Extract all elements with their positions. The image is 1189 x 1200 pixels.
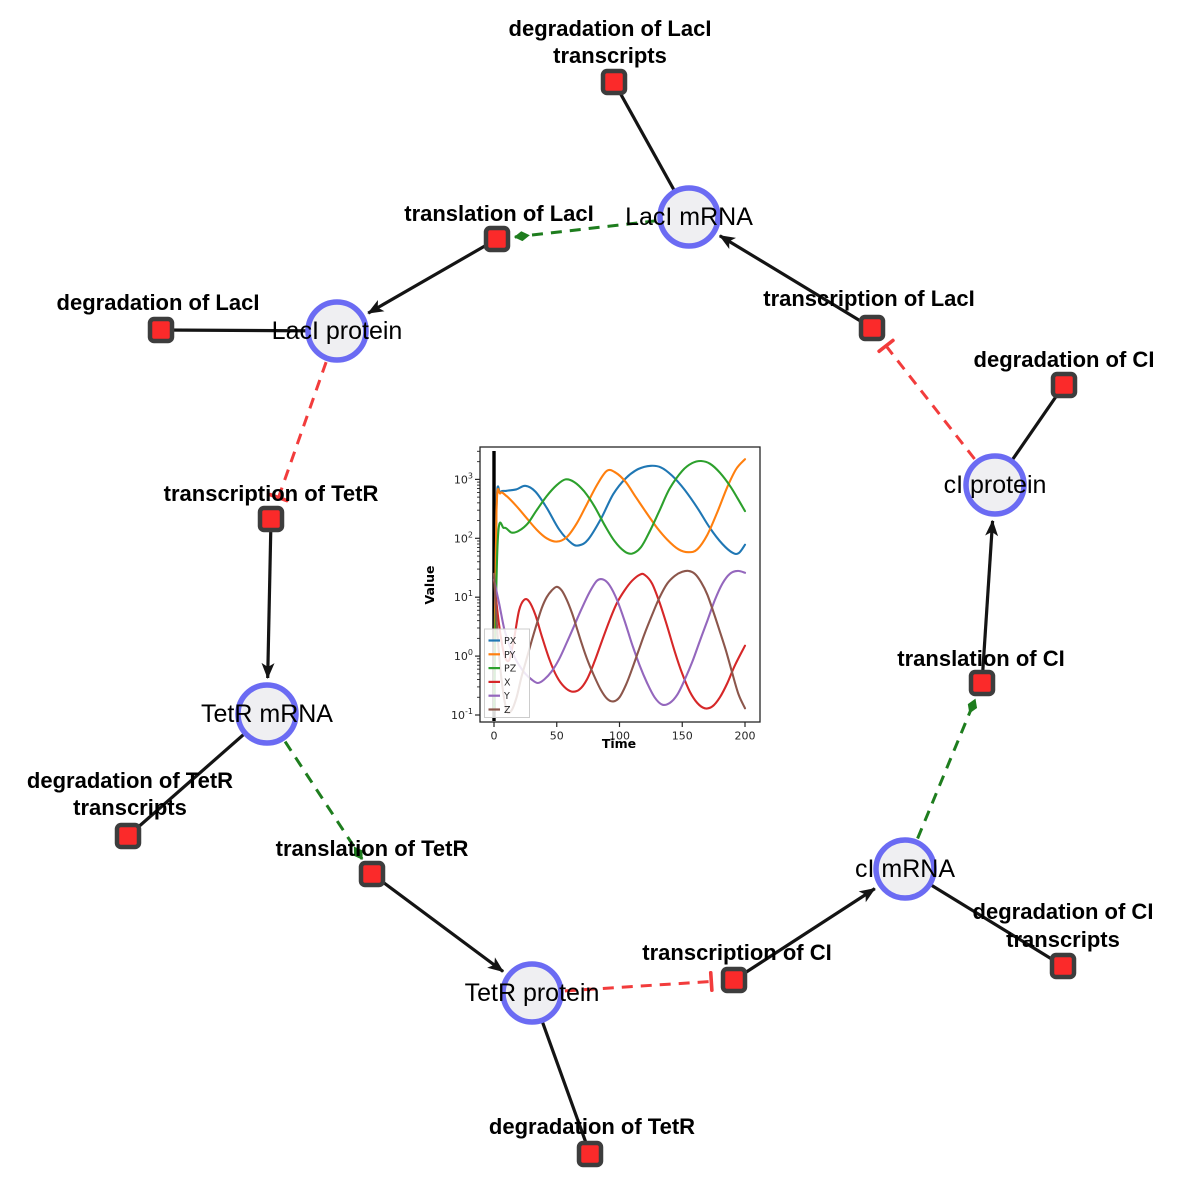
edge-production-transcription-of-laci-to-laci-mrna [718,234,873,330]
reaction-label-degradation-of-laci-transcripts-line1: degradation of LacI [509,16,712,41]
timecourse-inset-chart: 0 50 100 150 200 10-1 100 101 102 103 PX PY PZ XYZ Ti… [422,446,761,751]
reaction-node-translation-of-tetr[interactable] [358,860,386,888]
y-tick-label: 100 [454,648,473,663]
edge-inhibition-laci-protein-to-transcription-of-tetr [268,361,328,503]
series-line-Z [492,569,747,715]
legend-label-X: X [504,677,511,688]
reaction-node-degradation-of-laci[interactable] [147,316,175,344]
reaction-label-translation-of-tetr: translation of TetR [276,836,469,861]
species-label-laci-protein: LacI protein [272,317,403,345]
series-line-PY [492,458,747,712]
reaction-label-transcription-of-laci: transcription of LacI [763,286,974,311]
edge-modifier-ci-mrna-to-translation-of-ci [916,698,978,840]
series-line-PX [492,464,747,712]
edge-inhibition-ci-protein-to-transcription-of-laci [877,338,976,460]
species-label-laci-mrna: LacI mRNA [625,203,753,231]
reaction-label-transcription-of-tetr: transcription of TetR [164,481,379,506]
reaction-label-transcription-of-ci: transcription of CI [642,940,831,965]
nodes-layer [114,68,1078,1168]
reaction-node-degradation-of-ci[interactable] [1050,371,1078,399]
legend-label-Y: Y [503,691,510,702]
edge-production-translation-of-ci-to-ci-protein [980,519,999,684]
x-tick-label: 100 [609,730,630,743]
chart-legend: PX PY PZ XYZ [484,628,530,718]
x-tick-label: 50 [550,730,564,743]
reaction-label-degradation-of-ci-transcripts-line2: transcripts [1006,927,1120,952]
y-tick-label: 102 [454,530,473,545]
species-node-laci-mrna[interactable] [657,185,721,249]
species-label-tetr-mrna: TetR mRNA [201,700,333,728]
reaction-node-translation-of-laci[interactable] [483,225,511,253]
reaction-node-degradation-of-tetr-transcripts[interactable] [114,822,142,850]
x-tick-label: 150 [672,730,693,743]
species-node-tetr-protein[interactable] [500,961,564,1025]
species-node-tetr-mrna[interactable] [235,682,299,746]
reaction-label-degradation-of-ci: degradation of CI [974,347,1155,372]
series-line-X [492,572,747,710]
species-node-ci-protein[interactable] [963,453,1027,517]
legend-label-PX: PX [504,636,517,647]
reaction-node-transcription-of-laci[interactable] [858,314,886,342]
species-node-ci-mrna[interactable] [873,837,937,901]
edge-modifier-laci-mrna-to-translation-of-laci [513,219,657,242]
chart-xlabel: Time [602,736,636,751]
reaction-label-translation-of-ci: translation of CI [897,646,1064,671]
x-tick-label: 0 [491,730,498,743]
reaction-label-translation-of-laci: translation of LacI [404,201,593,226]
legend-label-Z: Z [504,705,511,716]
species-label-tetr-protein: TetR protein [465,979,600,1007]
reaction-label-degradation-of-laci: degradation of LacI [57,290,260,315]
x-tick-label: 200 [735,730,756,743]
chart-series-group [492,458,747,715]
labels-layer: degradation of LacItranscriptstranslatio… [27,16,1155,1139]
edge-production-translation-of-laci-to-laci-protein [367,237,498,315]
reaction-label-degradation-of-ci-transcripts-line1: degradation of CI [973,899,1154,924]
reaction-node-transcription-of-ci[interactable] [720,966,748,994]
legend-box [484,628,530,718]
legend-label-PY: PY [504,650,516,661]
edge-inhibition-tetr-protein-to-transcription-of-ci [564,970,714,993]
y-tick-label: 101 [454,589,473,604]
species-label-ci-mrna: cI mRNA [855,855,955,883]
y-tick-label: 103 [454,471,473,486]
reaction-node-degradation-of-ci-transcripts[interactable] [1049,952,1077,980]
edge-production-transcription-of-ci-to-ci-mrna [733,887,876,982]
reaction-label-degradation-of-tetr: degradation of TetR [489,1114,695,1139]
y-tick-label: 10-1 [451,707,473,722]
reaction-label-degradation-of-tetr-transcripts-line2: transcripts [73,795,187,820]
reaction-node-translation-of-ci[interactable] [968,669,996,697]
legend-label-PZ: PZ [504,664,517,675]
edge-production-translation-of-tetr-to-tetr-protein [371,872,505,973]
reaction-label-degradation-of-tetr-transcripts-line1: degradation of TetR [27,768,233,793]
series-line-PZ [492,459,747,712]
reaction-label-degradation-of-laci-transcripts-line2: transcripts [553,43,667,68]
edge-production-transcription-of-tetr-to-tetr-mrna [261,518,275,679]
reaction-node-transcription-of-tetr[interactable] [257,505,285,533]
species-label-ci-protein: cI protein [944,471,1047,499]
edge-modifier-tetr-mrna-to-translation-of-tetr [283,740,364,860]
reaction-node-degradation-of-tetr[interactable] [576,1140,604,1168]
species-node-laci-protein[interactable] [305,299,369,363]
reaction-node-degradation-of-laci-transcripts[interactable] [600,68,628,96]
chart-ylabel: Value [422,565,437,604]
